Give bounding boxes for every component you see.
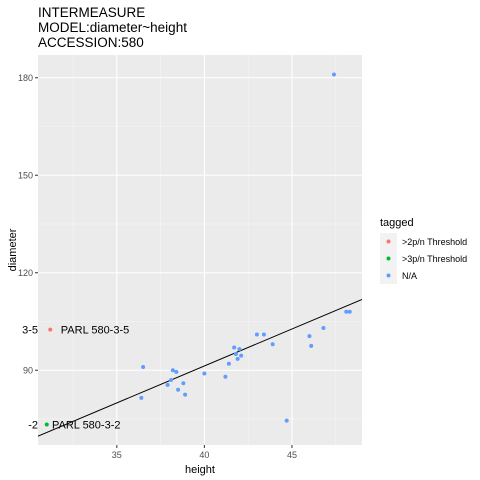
legend-entries: >2p/n Threshold >3p/n Threshold N/A	[380, 233, 467, 284]
chart-title: INTERMEASURE MODEL:diameter~height ACCES…	[38, 5, 187, 50]
title-line-1: INTERMEASURE	[38, 5, 145, 20]
data-point	[309, 343, 314, 348]
legend-label: >2p/n Threshold	[402, 237, 467, 247]
legend-title: tagged	[380, 217, 414, 229]
x-tick-label: 45	[287, 450, 297, 460]
point-annotation: 3-5	[22, 325, 38, 337]
data-point	[176, 387, 181, 392]
legend-marker	[386, 239, 391, 244]
data-point	[174, 369, 179, 374]
data-point	[170, 368, 175, 373]
data-point	[202, 371, 207, 376]
data-point	[347, 309, 352, 314]
y-tick-label: 150	[18, 170, 33, 180]
y-tick-label: 90	[23, 365, 33, 375]
x-axis-ticks: 35 40 45	[112, 445, 297, 460]
data-point	[237, 347, 242, 352]
title-line-2: MODEL:diameter~height	[38, 20, 187, 35]
data-point	[239, 353, 244, 358]
data-point	[331, 72, 336, 77]
legend: tagged >2p/n Threshold >3p/n Threshold N/A	[380, 217, 467, 284]
data-point	[344, 309, 349, 314]
data-point	[233, 352, 238, 356]
data-point	[254, 332, 259, 337]
data-point	[165, 382, 170, 387]
point-annotations: PARL 580-3-5 3-5 PARL 580-3-2 -2	[22, 325, 129, 432]
regression-line-group	[38, 298, 362, 437]
data-point	[44, 422, 49, 427]
data-point	[226, 361, 231, 366]
regression-line	[38, 298, 362, 437]
data-point	[48, 327, 53, 332]
legend-label: N/A	[402, 271, 417, 281]
grid-minor	[38, 55, 362, 445]
data-point	[284, 418, 289, 423]
x-axis-title: height	[185, 464, 215, 476]
legend-marker	[386, 273, 391, 278]
y-axis-title: diameter	[7, 228, 19, 271]
data-point	[270, 342, 275, 347]
x-tick-label: 35	[112, 450, 122, 460]
grid-major	[38, 55, 362, 445]
point-annotation: -2	[28, 420, 38, 432]
data-point	[183, 392, 188, 397]
data-point	[232, 345, 237, 350]
data-point	[169, 378, 174, 382]
point-annotation: PARL 580-3-5	[61, 325, 129, 337]
data-point	[307, 334, 312, 339]
legend-label: >3p/n Threshold	[402, 254, 467, 264]
data-point	[235, 356, 240, 361]
y-tick-label: 120	[18, 268, 33, 278]
data-point	[141, 365, 146, 369]
data-point	[181, 381, 186, 386]
data-points	[44, 72, 352, 427]
legend-marker	[386, 256, 391, 261]
data-point	[261, 332, 266, 337]
y-axis-ticks: 90 120 150 180	[18, 73, 38, 375]
data-point	[223, 374, 228, 379]
y-tick-label: 180	[18, 73, 33, 83]
title-line-3: ACCESSION:580	[38, 35, 144, 50]
data-point	[321, 326, 326, 330]
plot-panel	[38, 55, 362, 445]
x-tick-label: 40	[199, 450, 209, 460]
data-point	[139, 395, 144, 400]
point-annotation: PARL 580-3-2	[52, 420, 120, 432]
